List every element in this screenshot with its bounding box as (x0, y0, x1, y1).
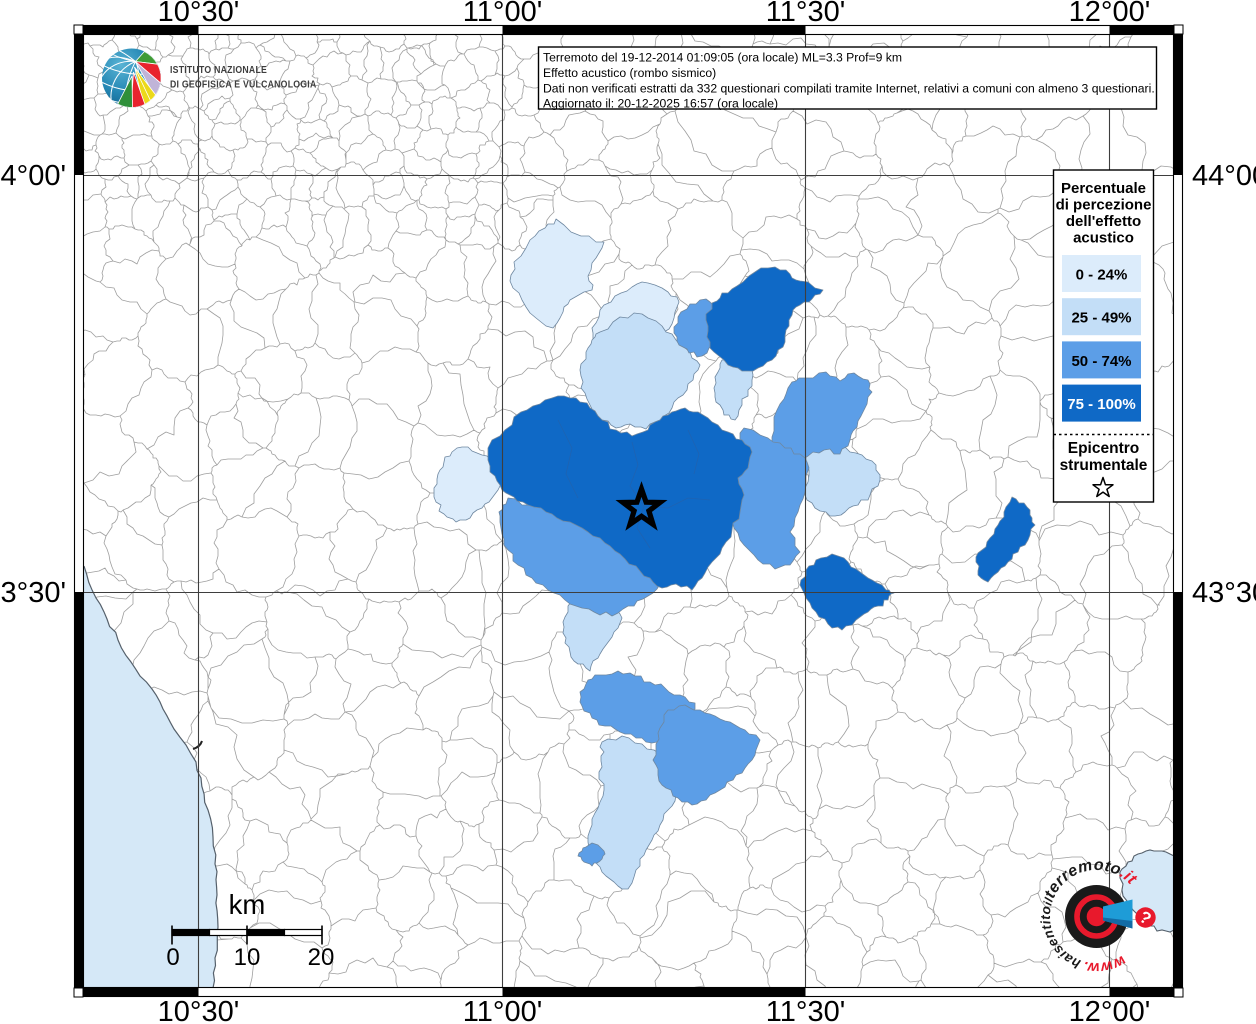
svg-text:43°30': 43°30' (0, 577, 66, 609)
svg-text:ISTITUTO NAZIONALE: ISTITUTO NAZIONALE (170, 64, 267, 76)
svg-text:12°00': 12°00' (1069, 0, 1151, 28)
svg-text:strumentale: strumentale (1060, 457, 1148, 474)
svg-text:43°30': 43°30' (1192, 577, 1256, 609)
svg-text:acustico: acustico (1073, 230, 1134, 247)
svg-text:75 - 100%: 75 - 100% (1067, 396, 1135, 413)
svg-text:44°00': 44°00' (1192, 160, 1256, 192)
svg-text:Effetto acustico (rombo sismic: Effetto acustico (rombo sismico) (543, 66, 716, 80)
svg-text:Percentuale: Percentuale (1061, 180, 1146, 197)
svg-text:Aggiornato il: 20-12-2025 16:5: Aggiornato il: 20-12-2025 16:57 (ora loc… (543, 97, 778, 111)
svg-text:DI GEOFISICA E VULCANOLOGIA: DI GEOFISICA E VULCANOLOGIA (170, 79, 316, 91)
svg-text:Terremoto del 19-12-2014 01:09: Terremoto del 19-12-2014 01:09:05 (ora l… (543, 51, 902, 65)
svg-text:12°00': 12°00' (1069, 996, 1151, 1024)
svg-text:20: 20 (308, 944, 335, 971)
svg-text:25 - 49%: 25 - 49% (1071, 310, 1131, 327)
svg-text:10°30': 10°30' (158, 996, 240, 1024)
svg-text:11°30': 11°30' (766, 0, 846, 28)
svg-text:0: 0 (166, 944, 179, 971)
svg-text:10°30': 10°30' (158, 0, 240, 28)
svg-text:44°00': 44°00' (0, 160, 66, 192)
svg-text:Dati non verificati estratti d: Dati non verificati estratti da 332 ques… (543, 81, 1155, 95)
svg-text:11°00': 11°00' (463, 996, 543, 1024)
svg-text:50 - 74%: 50 - 74% (1071, 353, 1131, 370)
svg-text:11°30': 11°30' (766, 996, 846, 1024)
svg-text:10: 10 (234, 944, 261, 971)
svg-text:11°00': 11°00' (463, 0, 543, 28)
svg-text:0 - 24%: 0 - 24% (1076, 267, 1128, 284)
svg-text:km: km (229, 889, 266, 920)
svg-text:di percezione: di percezione (1056, 197, 1152, 214)
svg-text:dell'effetto: dell'effetto (1066, 213, 1141, 230)
svg-text:Epicentro: Epicentro (1068, 440, 1139, 457)
